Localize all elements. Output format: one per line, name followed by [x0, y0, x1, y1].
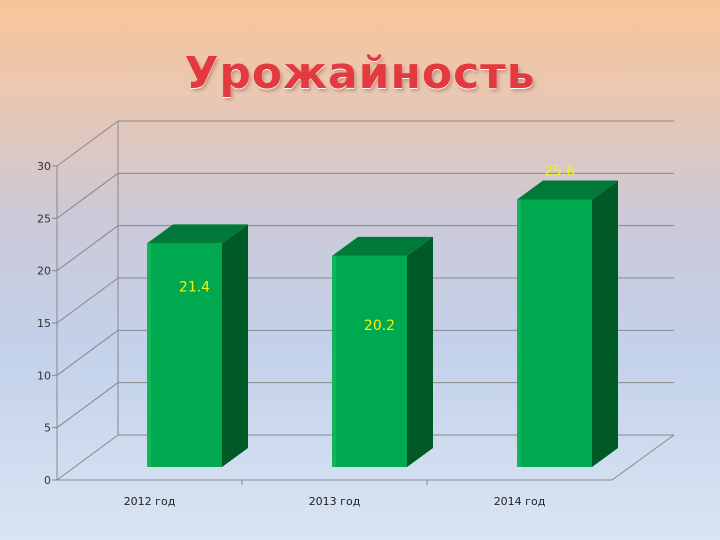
data-labels: 21.4 20.2 25.6	[179, 163, 575, 333]
bar-top	[147, 224, 248, 244]
x-category-label: 2012 год	[124, 495, 176, 508]
x-axis-categories: 2012 год 2013 год 2014 год	[124, 480, 546, 508]
x-category-label: 2013 год	[309, 495, 361, 508]
gridline-diagonal	[56, 172, 119, 219]
y-axis-ticks: 0 5 10 15 20 25 30	[37, 160, 51, 487]
bar-top	[332, 236, 433, 256]
bar-side	[222, 224, 248, 467]
bar-side	[592, 180, 618, 468]
gridline-diagonal	[56, 382, 119, 429]
gridline-diagonal	[56, 277, 119, 324]
y-tick-label: 25	[37, 212, 51, 225]
data-label: 25.6	[544, 163, 575, 179]
gridline-diagonal	[56, 434, 119, 481]
bar-highlight	[147, 243, 151, 467]
floor-right-edge	[611, 434, 675, 481]
bar	[147, 224, 248, 467]
bar-highlight	[517, 199, 521, 468]
y-tick-label: 0	[44, 474, 51, 487]
bar-front	[332, 255, 407, 467]
y-tick-label: 30	[37, 160, 51, 173]
y-tick-label: 5	[44, 422, 51, 435]
y-tick-label: 20	[37, 265, 51, 278]
bar	[332, 236, 433, 467]
x-category-label: 2014 год	[494, 495, 546, 508]
bar-highlight	[332, 255, 336, 467]
y-tick-label: 10	[37, 369, 51, 382]
y-tick-label: 15	[37, 317, 51, 330]
gridline-diagonal	[56, 120, 119, 167]
gridline-diagonal	[56, 329, 119, 376]
data-label: 21.4	[179, 279, 210, 295]
gridline-diagonal	[56, 225, 119, 272]
chart-title: Урожайность	[184, 48, 536, 99]
bar-front	[147, 243, 222, 467]
data-label: 20.2	[364, 318, 395, 334]
bar	[517, 180, 618, 468]
bar-side	[407, 236, 433, 467]
bar-top	[517, 180, 618, 200]
bars	[147, 180, 618, 468]
bar-front	[517, 199, 592, 468]
